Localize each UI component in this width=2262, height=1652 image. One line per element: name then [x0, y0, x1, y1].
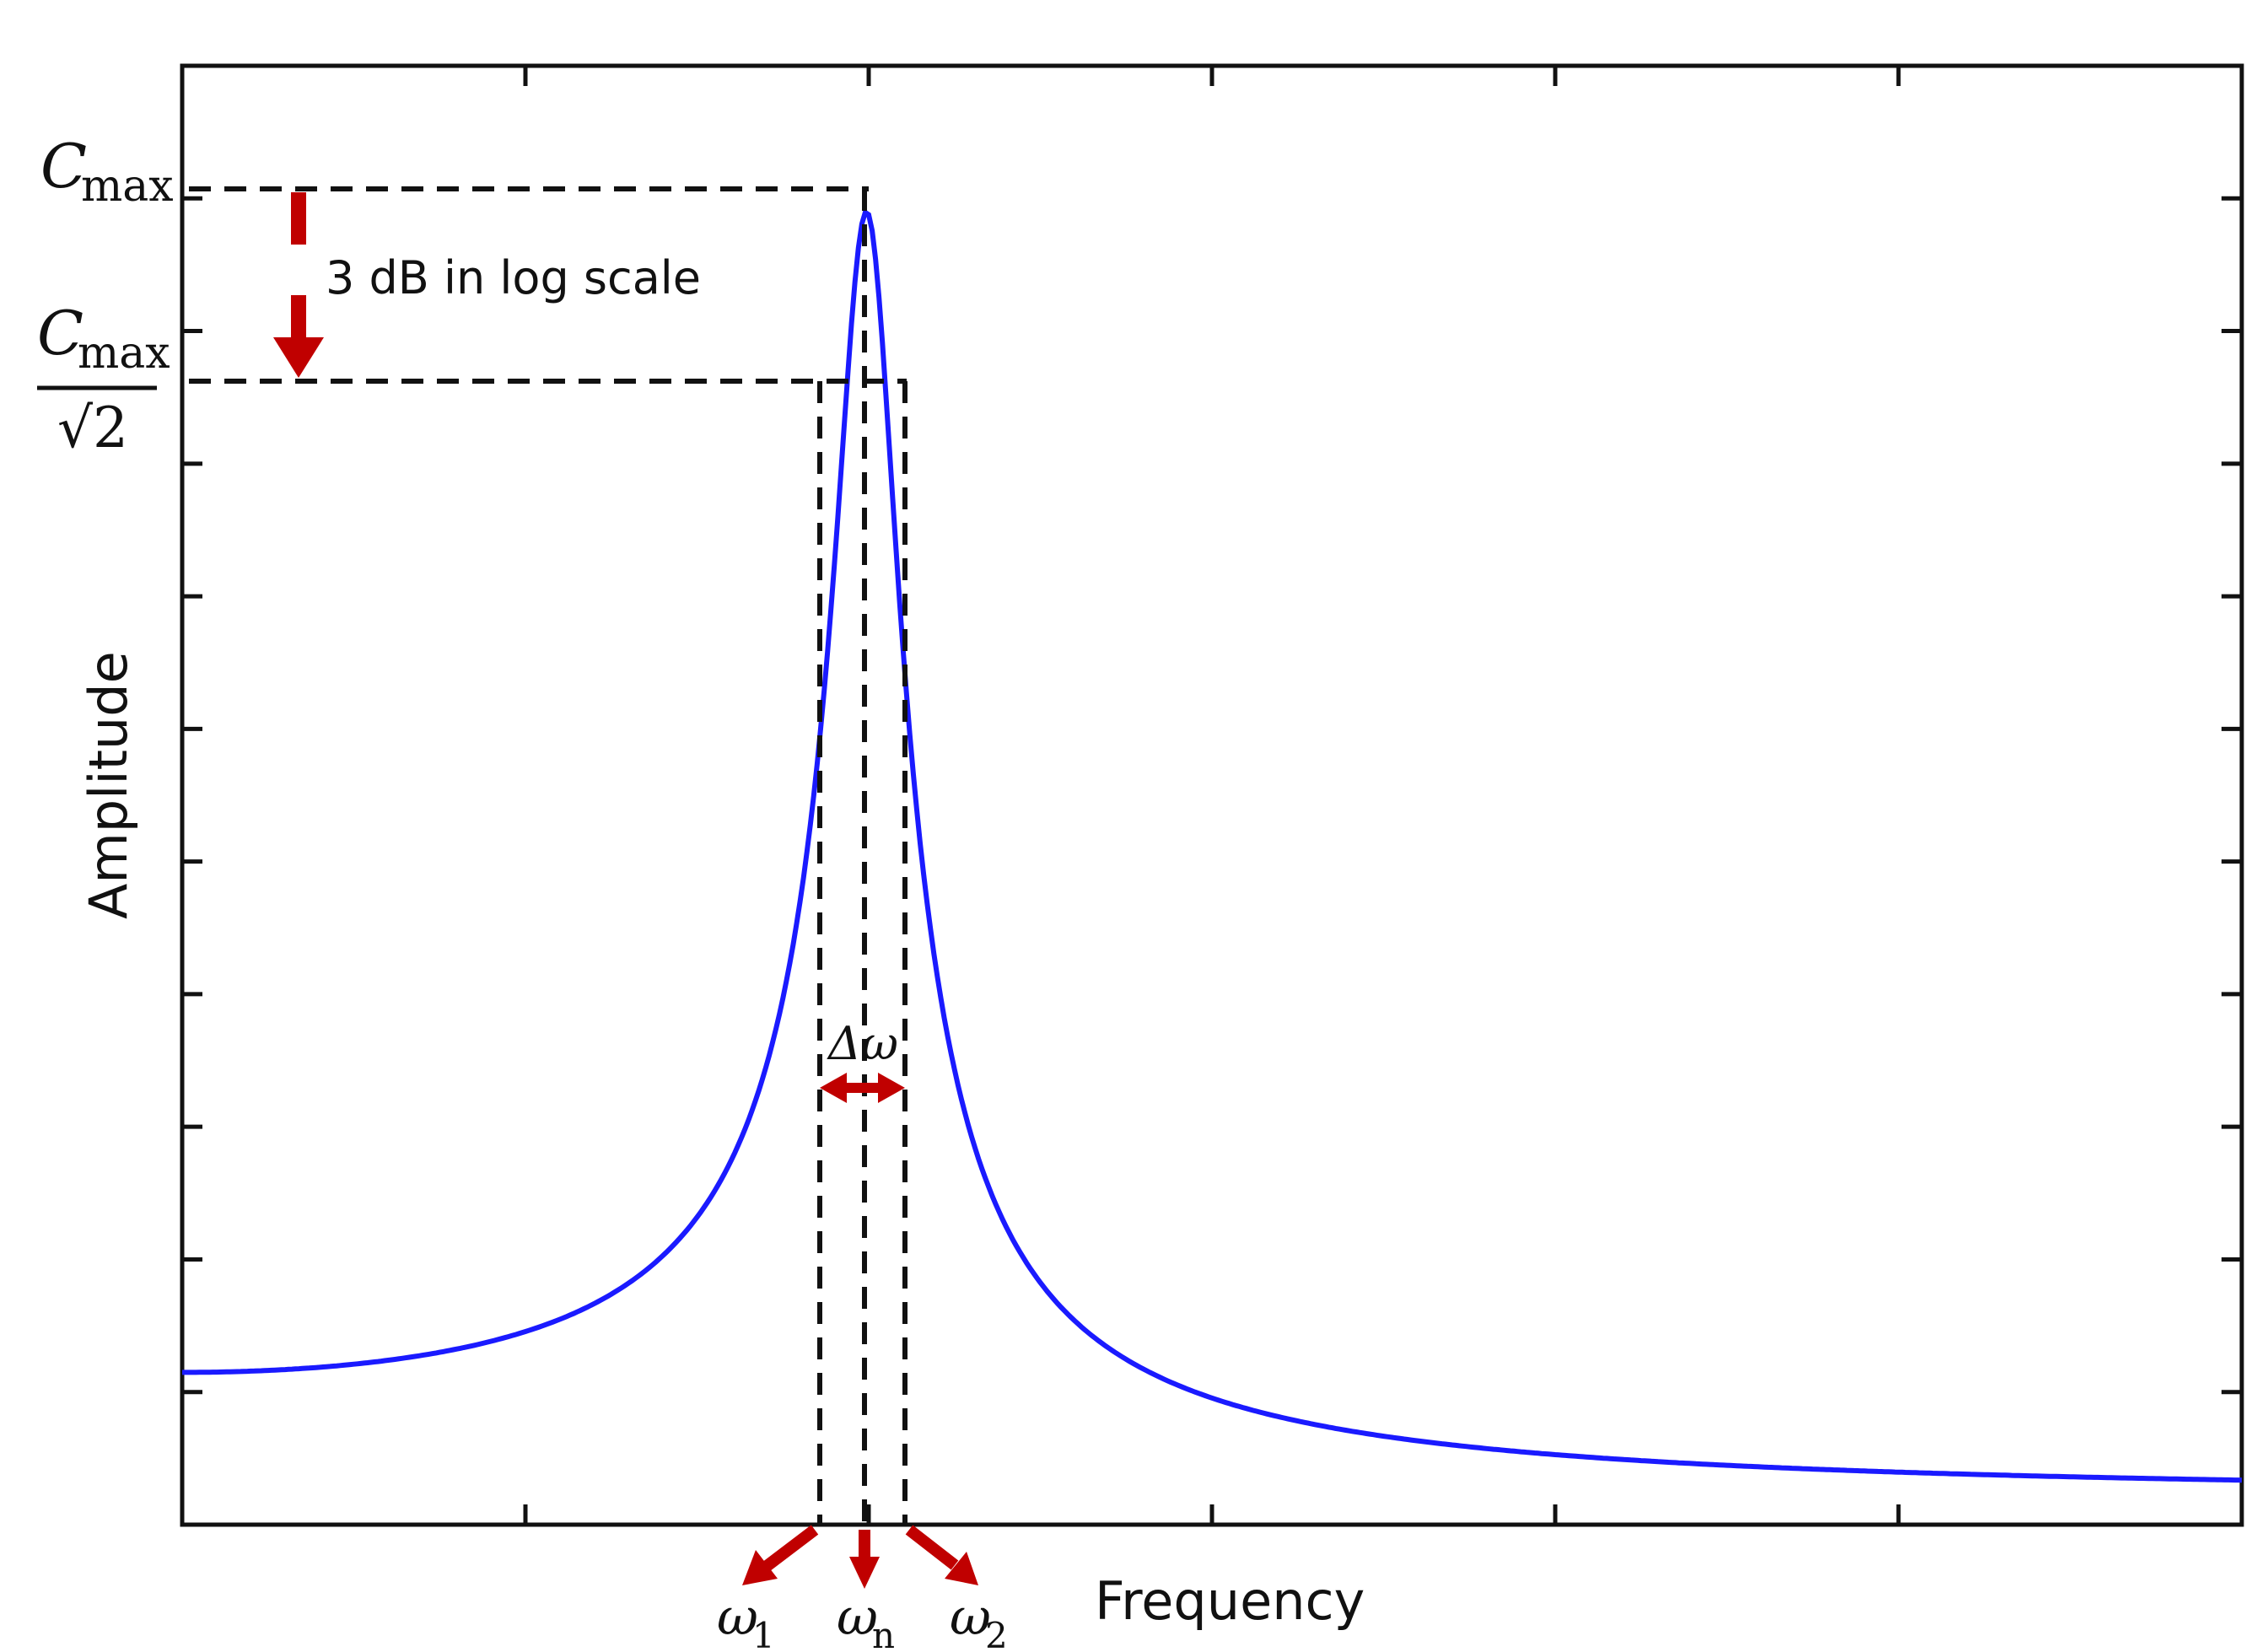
svg-text:ω: ω	[950, 1588, 991, 1647]
cmax-label: C max	[40, 131, 174, 212]
series-line-amplitude	[182, 208, 2243, 1483]
x-axis-label: Frequency	[1095, 1570, 1365, 1632]
svg-text:2: 2	[985, 1615, 1008, 1652]
omega2-label: ω 2	[950, 1588, 1008, 1652]
y-axis-label: Amplitude	[78, 651, 139, 919]
tick-marks	[182, 66, 2242, 1525]
svg-text:max: max	[81, 161, 174, 212]
half-power-label: C max √2	[37, 298, 170, 460]
svg-text:ω: ω	[717, 1588, 758, 1647]
svg-text:ω: ω	[837, 1588, 878, 1647]
svg-text:√2: √2	[57, 396, 128, 460]
bandwidth-arrow	[820, 1073, 905, 1103]
omega1-label: ω 1	[717, 1588, 775, 1652]
db-annotation: 3 dB in log scale	[326, 251, 701, 304]
omega2-arrow	[905, 1525, 978, 1585]
svg-text:C: C	[40, 131, 87, 202]
omegan-arrow	[849, 1530, 880, 1589]
svg-text:max: max	[78, 328, 170, 379]
omegan-label: ω n	[837, 1588, 895, 1652]
bandwidth-label: Δω	[827, 1017, 898, 1070]
db-drop-arrow	[273, 192, 324, 378]
svg-text:C: C	[37, 298, 83, 369]
svg-text:1: 1	[752, 1615, 775, 1652]
omega1-arrow	[742, 1525, 819, 1585]
svg-text:n: n	[872, 1615, 895, 1652]
